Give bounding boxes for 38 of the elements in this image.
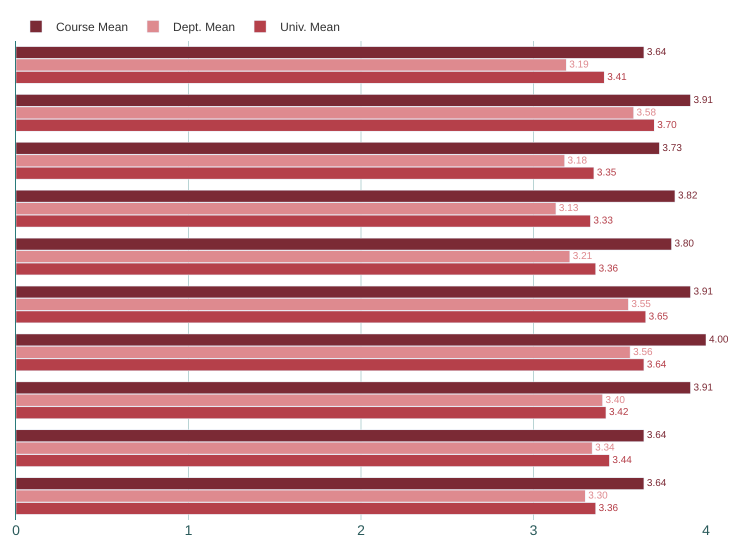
x-tick-label: 1 [184, 522, 193, 538]
data-label: 3.82 [678, 190, 698, 202]
data-label: 3.34 [595, 442, 616, 454]
data-label: 3.56 [633, 346, 653, 358]
data-label: 3.18 [568, 155, 588, 166]
data-label: 3.80 [674, 238, 694, 250]
data-label: 3.65 [648, 311, 669, 322]
data-label: 3.55 [631, 298, 652, 310]
data-label: 3.64 [646, 478, 667, 490]
data-label: 3.42 [608, 407, 629, 418]
data-label: 3.33 [593, 216, 614, 227]
data-label: 3.19 [569, 59, 590, 70]
data-label: 3.35 [596, 168, 617, 179]
legend-label: Course Mean [56, 20, 128, 34]
data-label: 3.91 [693, 382, 714, 394]
data-label: 3.58 [636, 107, 656, 118]
legend-label: Dept. Mean [173, 20, 236, 34]
legend-label: Univ. Mean [280, 20, 340, 34]
data-label: 3.64 [646, 359, 667, 370]
x-tick-label: 2 [357, 522, 366, 538]
x-tick-label: 4 [702, 522, 710, 538]
data-label: 3.70 [657, 120, 678, 131]
x-tick-label: 0 [12, 522, 20, 538]
x-tick-label: 3 [530, 522, 538, 538]
data-label: 3.44 [612, 455, 632, 466]
data-label: 3.91 [693, 286, 714, 298]
data-label: 3.64 [646, 430, 667, 442]
data-label: 3.36 [598, 264, 618, 275]
data-label: 3.41 [607, 72, 628, 83]
data-label: 3.64 [646, 46, 667, 58]
data-label: 3.40 [606, 394, 626, 406]
data-label: 3.30 [588, 490, 608, 502]
data-label: 3.73 [662, 142, 682, 154]
data-label: 3.21 [572, 251, 593, 262]
data-label: 3.13 [558, 203, 579, 214]
data-label: 3.36 [598, 503, 618, 514]
data-label: 3.91 [693, 94, 714, 106]
data-label: 4.00 [709, 334, 729, 346]
